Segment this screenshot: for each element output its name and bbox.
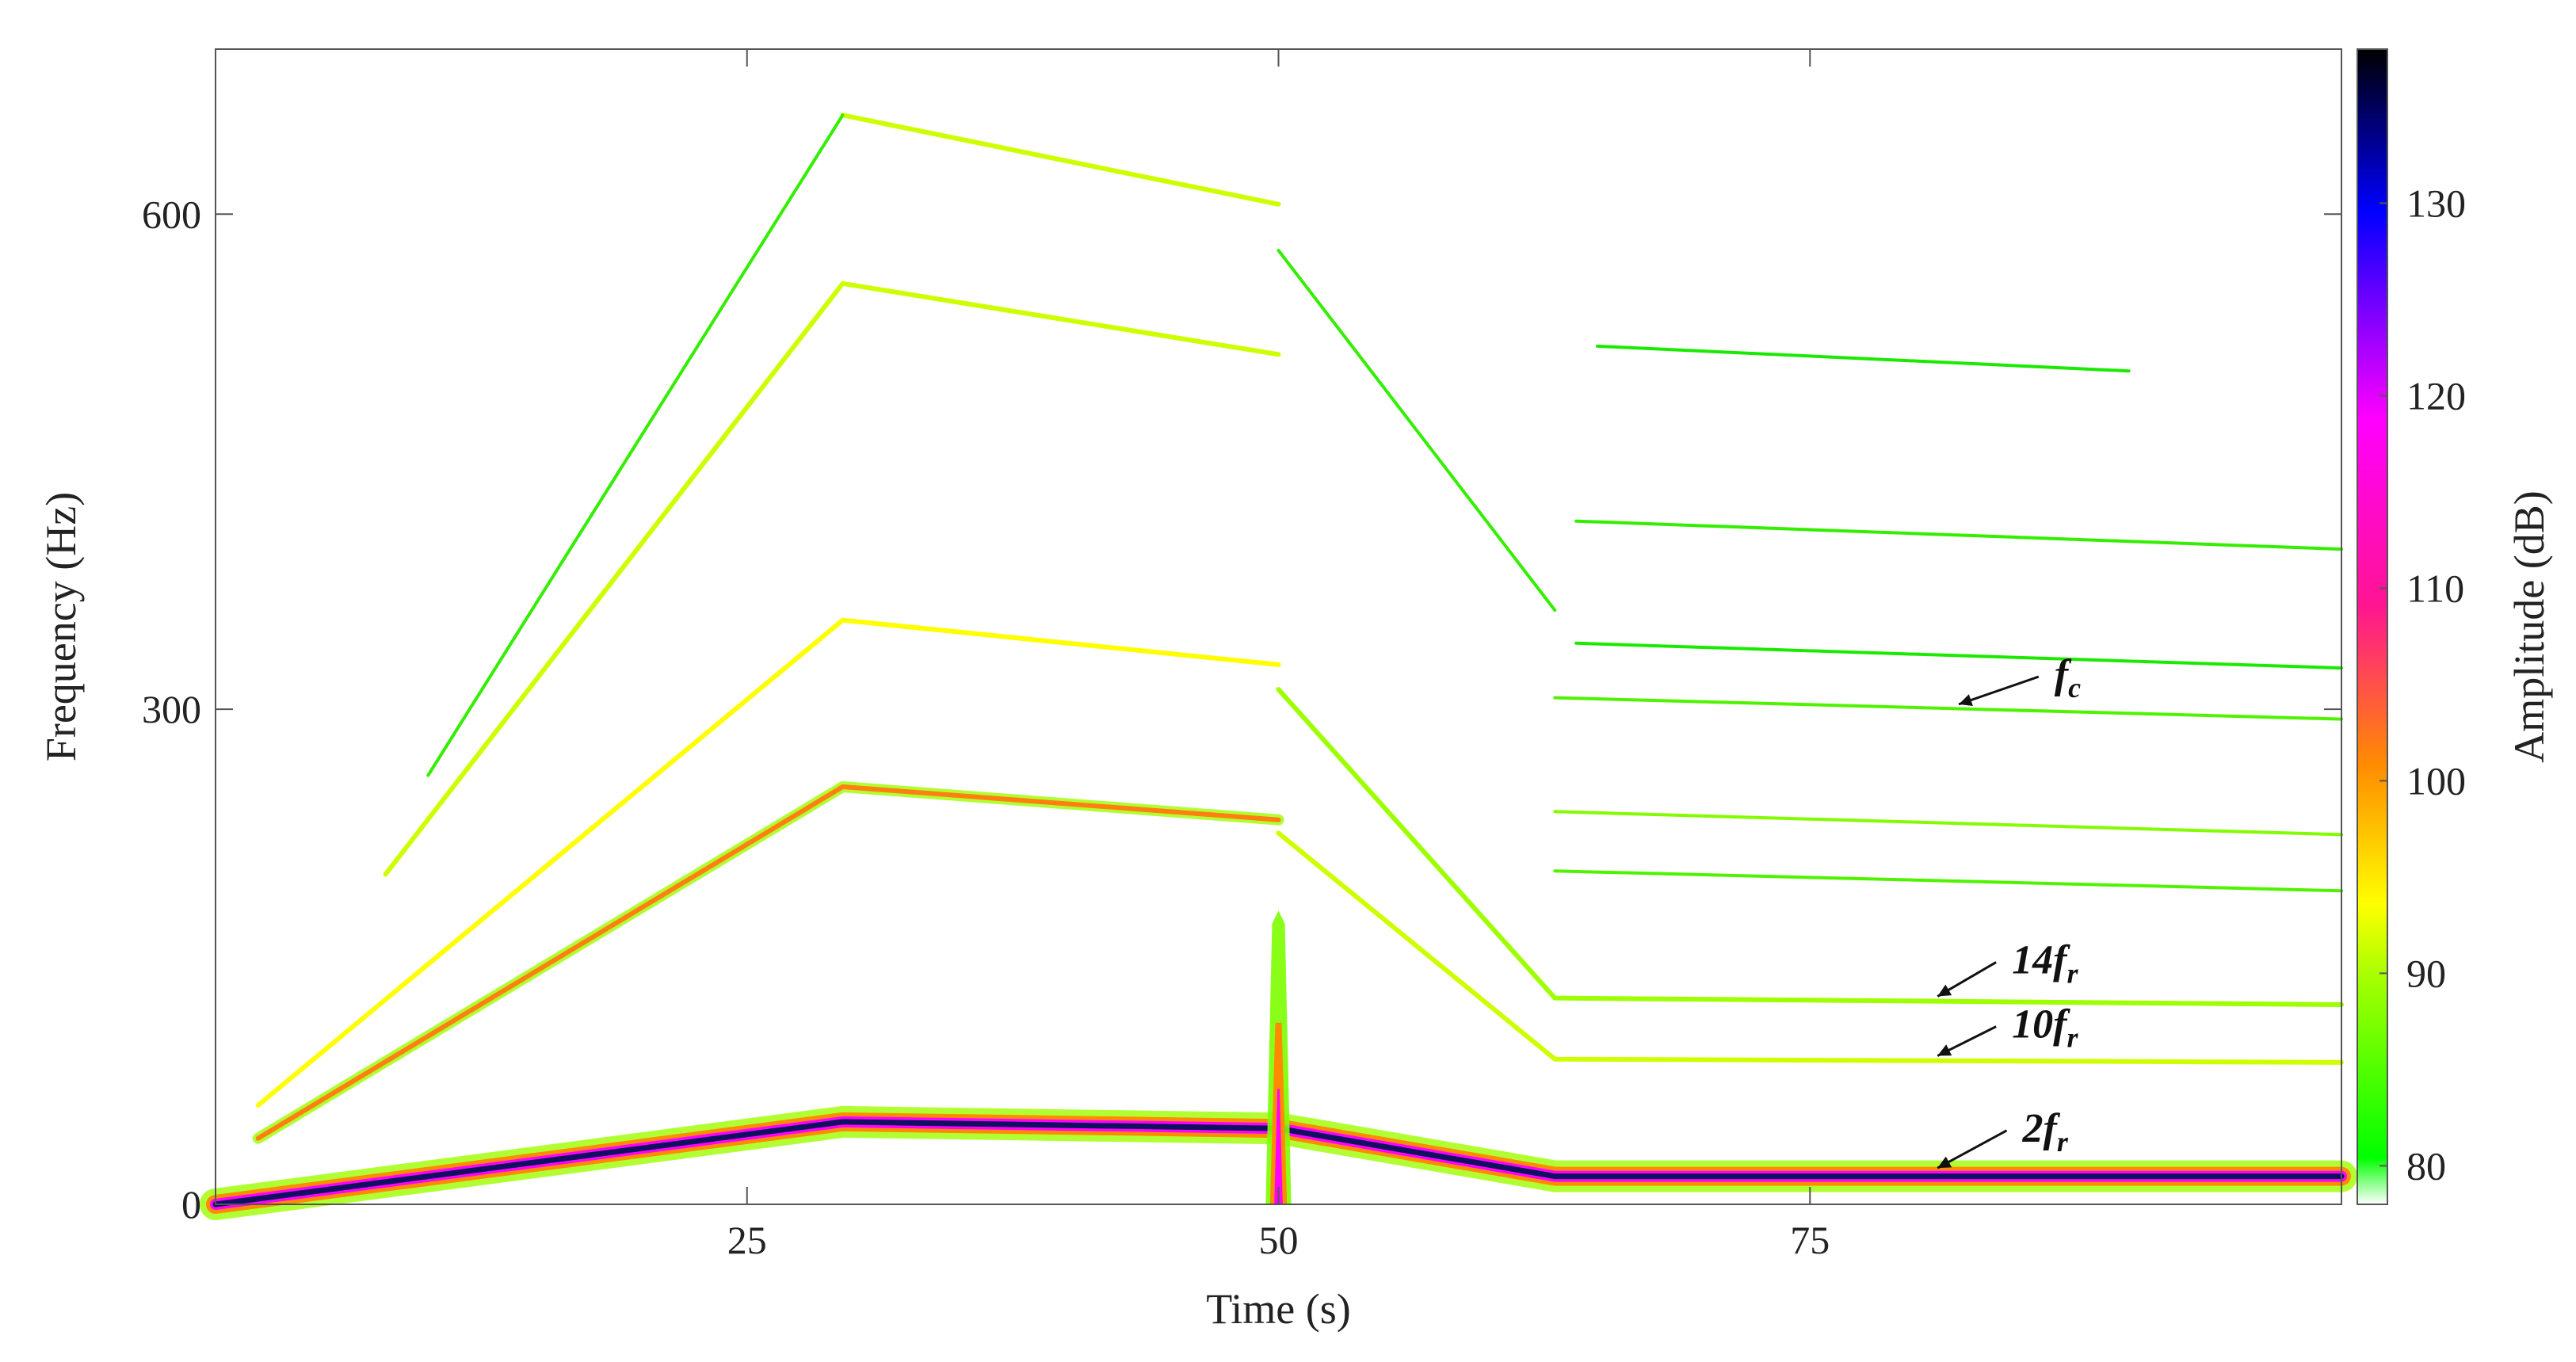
y-axis-title: Frequency (Hz)	[37, 492, 85, 761]
series-line-14	[1596, 344, 2131, 373]
y-tick-label: 600	[142, 192, 201, 236]
colorbar-tick-label: 90	[2406, 951, 2446, 995]
series-line-8	[426, 113, 845, 777]
annotation-arrowhead	[1959, 694, 1973, 706]
annotation-label: 10fr	[2012, 1002, 2078, 1054]
x-tick-label: 50	[1259, 1218, 1299, 1262]
series-line-6	[840, 113, 1281, 207]
series-line-4	[1276, 687, 2344, 1007]
annotation-arrow	[1937, 1129, 2008, 1169]
series-line-13	[1574, 641, 2343, 670]
colorbar-title: Amplitude (dB)	[2505, 490, 2553, 762]
x-tick-label: 75	[1790, 1218, 1830, 1262]
series-line-7	[1277, 249, 1557, 612]
colorbar-tick-label: 110	[2406, 566, 2464, 610]
y-axis: 0 300 600	[142, 192, 2341, 1227]
transient-spike	[1265, 910, 1292, 1204]
annotation-arrow	[1958, 675, 2040, 706]
series-line-10	[1553, 869, 2343, 893]
series-line-11	[1553, 696, 2343, 721]
colorbar-tick-label: 100	[2406, 758, 2466, 803]
y-tick-label: 0	[181, 1182, 201, 1227]
series-line-9	[1553, 810, 2343, 837]
annotation-arrowhead	[1937, 984, 1952, 997]
x-tick-label: 25	[727, 1218, 767, 1262]
series-line-1	[255, 784, 1281, 1141]
annotation-arrowhead	[1937, 1156, 1952, 1169]
series-line-5	[383, 280, 1281, 877]
series-line-3	[255, 617, 1281, 1108]
x-axis-title: Time (s)	[1206, 1285, 1351, 1333]
spike-core	[1274, 1089, 1283, 1204]
colorbar: 80 90 100 110 120 130	[2357, 48, 2466, 1205]
colorbar-tick-label: 80	[2406, 1143, 2446, 1188]
x-axis: 25 50 75	[727, 49, 1830, 1262]
annotation-label: 2fr	[2022, 1106, 2069, 1158]
y-tick-label: 300	[142, 687, 201, 731]
series-line-2	[1276, 830, 2344, 1065]
series-line-12	[1574, 519, 2343, 551]
colorbar-tick-label: 130	[2406, 181, 2466, 225]
spectral-lines	[200, 113, 2357, 1220]
annotation-arrowhead	[1937, 1044, 1952, 1056]
colorbar-tick-label: 120	[2406, 373, 2466, 418]
annotation-label: 14fr	[2012, 937, 2078, 989]
colorbar-gradient	[2357, 48, 2388, 1205]
